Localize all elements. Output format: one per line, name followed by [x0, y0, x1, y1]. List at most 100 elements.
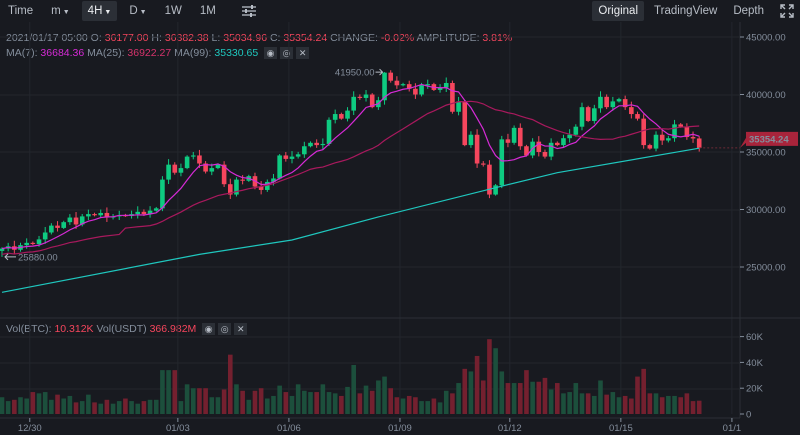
volume-bar — [413, 397, 418, 414]
candle-body — [302, 146, 307, 155]
volume-bar — [98, 403, 104, 414]
candle-body — [36, 239, 42, 244]
volume-bar — [314, 392, 319, 414]
volume-bar — [104, 399, 110, 414]
vol-btc-label: Vol(BTC): — [6, 323, 52, 335]
volume-bar — [678, 397, 683, 414]
candle-body — [573, 126, 579, 135]
candle-body — [104, 212, 110, 218]
candle-body — [79, 216, 85, 225]
candle-body — [629, 107, 634, 115]
volume-bar — [147, 399, 153, 414]
volume-bar — [110, 403, 116, 414]
volume-bar — [0, 397, 5, 414]
volume-bar — [369, 390, 375, 414]
candle-body — [61, 222, 66, 228]
volume-bar — [36, 393, 42, 414]
interval-tab-4h[interactable]: 4H ▼ — [81, 1, 118, 21]
view-tab-depth[interactable]: Depth — [733, 5, 764, 17]
candle-body — [314, 142, 319, 146]
volume-bar — [197, 388, 202, 414]
volume-bar — [548, 389, 554, 414]
candle-body — [98, 212, 104, 216]
interval-tab-1w[interactable]: 1W — [159, 1, 188, 21]
interval-label: D — [129, 5, 138, 17]
amplitude-value: 3.81% — [482, 32, 513, 44]
volume-bar — [92, 402, 97, 414]
low-label: L: — [211, 32, 221, 44]
interval-tab-1m[interactable]: 1M — [194, 1, 222, 21]
fullscreen-icon[interactable] — [774, 1, 800, 21]
candle-body — [240, 179, 245, 181]
interval-tab-time[interactable]: Time — [2, 1, 39, 21]
volume-bar — [505, 383, 511, 414]
volume-bar — [351, 364, 356, 414]
price-tick-label: 35000.00 — [746, 148, 786, 159]
candle-body — [616, 99, 622, 102]
ma-close-icon[interactable]: ✕ — [296, 47, 310, 60]
interval-tab-d[interactable]: D ▼ — [123, 1, 152, 21]
volume-bar — [357, 393, 363, 414]
last-price-label: 35354.24 — [749, 134, 789, 145]
volume-bar — [641, 368, 646, 414]
min-price-label: 25880.00 — [18, 252, 58, 263]
candle-body — [610, 101, 616, 108]
change-label: CHANGE: — [330, 32, 378, 44]
volume-bar — [190, 388, 196, 414]
close-value: 35354.24 — [283, 32, 328, 44]
volume-bar — [629, 398, 634, 414]
price-tick-label: 45000.00 — [746, 33, 786, 44]
volume-bar — [209, 397, 215, 414]
candle-body — [604, 96, 609, 108]
candle-body — [258, 186, 264, 190]
vol-close-icon[interactable]: ✕ — [234, 323, 248, 336]
candle-body — [653, 134, 659, 149]
candle-body — [505, 139, 511, 143]
candle-body — [221, 164, 227, 185]
candle-body — [172, 164, 178, 173]
volume-bar — [271, 395, 276, 414]
volume-bar — [55, 394, 60, 414]
volume-bar — [567, 392, 572, 414]
date-tick-label: 01/06 — [277, 423, 301, 434]
price-tick-label: 30000.00 — [746, 205, 786, 216]
view-tab-tradingview[interactable]: TradingView — [654, 5, 718, 17]
volume-bar — [468, 371, 474, 414]
candle-body — [49, 225, 54, 233]
candle-body — [190, 155, 196, 157]
vol-visibility-eye-icon[interactable]: ◉ — [202, 323, 216, 336]
candle-body — [73, 217, 79, 225]
ma-visibility-eye-icon[interactable]: ◉ — [264, 47, 278, 60]
interval-tab-m[interactable]: m ▼ — [45, 1, 76, 21]
volume-bar — [666, 395, 671, 414]
volume-bar — [166, 370, 171, 414]
vol-btc-value: 10.312K — [54, 323, 94, 335]
volume-bar — [345, 386, 350, 414]
ma-settings-icon[interactable]: ◎ — [280, 47, 294, 60]
view-tab-original[interactable]: Original — [592, 1, 645, 21]
candle-body — [394, 80, 400, 86]
candle-body — [487, 164, 492, 195]
volume-bar — [160, 370, 165, 414]
candle-body — [24, 242, 29, 246]
volume-tick-label: 20K — [746, 384, 764, 395]
volume-bar — [382, 376, 387, 414]
volume-bar — [487, 339, 492, 414]
interval-tabs: Time m ▼ 4H ▼ D ▼ 1W 1M — [2, 1, 228, 21]
ma99-value: 35330.65 — [214, 47, 259, 59]
vol-settings-icon[interactable]: ◎ — [218, 323, 232, 336]
date-tick-label: 01/15 — [609, 423, 633, 434]
indicator-settings-button[interactable] — [236, 1, 262, 21]
interval-label: 1W — [164, 5, 182, 17]
candle-body — [468, 134, 474, 146]
volume-tick-label: 0 — [746, 410, 751, 421]
volume-bar — [573, 383, 579, 414]
volume-bar — [184, 384, 190, 414]
ma99-line — [1, 147, 700, 293]
candle-body — [666, 138, 671, 141]
volume-bar — [394, 397, 400, 414]
candle-body — [413, 88, 418, 95]
candle-body — [332, 114, 338, 120]
volume-bar — [172, 370, 178, 414]
